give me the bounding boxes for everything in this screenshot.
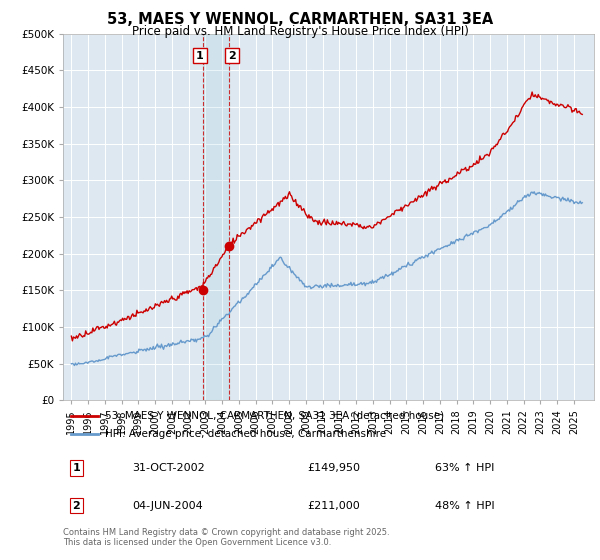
- Text: 48% ↑ HPI: 48% ↑ HPI: [434, 501, 494, 511]
- Text: Contains HM Land Registry data © Crown copyright and database right 2025.
This d: Contains HM Land Registry data © Crown c…: [63, 528, 389, 547]
- Text: £211,000: £211,000: [307, 501, 360, 511]
- Text: Price paid vs. HM Land Registry's House Price Index (HPI): Price paid vs. HM Land Registry's House …: [131, 25, 469, 38]
- Text: HPI: Average price, detached house, Carmarthenshire: HPI: Average price, detached house, Carm…: [106, 430, 386, 439]
- Bar: [203, 34, 229, 400]
- Text: 53, MAES Y WENNOL, CARMARTHEN, SA31 3EA (detached house): 53, MAES Y WENNOL, CARMARTHEN, SA31 3EA …: [106, 411, 445, 421]
- Text: 04-JUN-2004: 04-JUN-2004: [132, 501, 203, 511]
- Text: 31-OCT-2002: 31-OCT-2002: [132, 463, 205, 473]
- Text: 2: 2: [73, 501, 80, 511]
- Text: 63% ↑ HPI: 63% ↑ HPI: [434, 463, 494, 473]
- Text: 2: 2: [228, 50, 236, 60]
- Text: £149,950: £149,950: [307, 463, 360, 473]
- Text: 1: 1: [73, 463, 80, 473]
- Text: 53, MAES Y WENNOL, CARMARTHEN, SA31 3EA: 53, MAES Y WENNOL, CARMARTHEN, SA31 3EA: [107, 12, 493, 27]
- Text: 1: 1: [196, 50, 204, 60]
